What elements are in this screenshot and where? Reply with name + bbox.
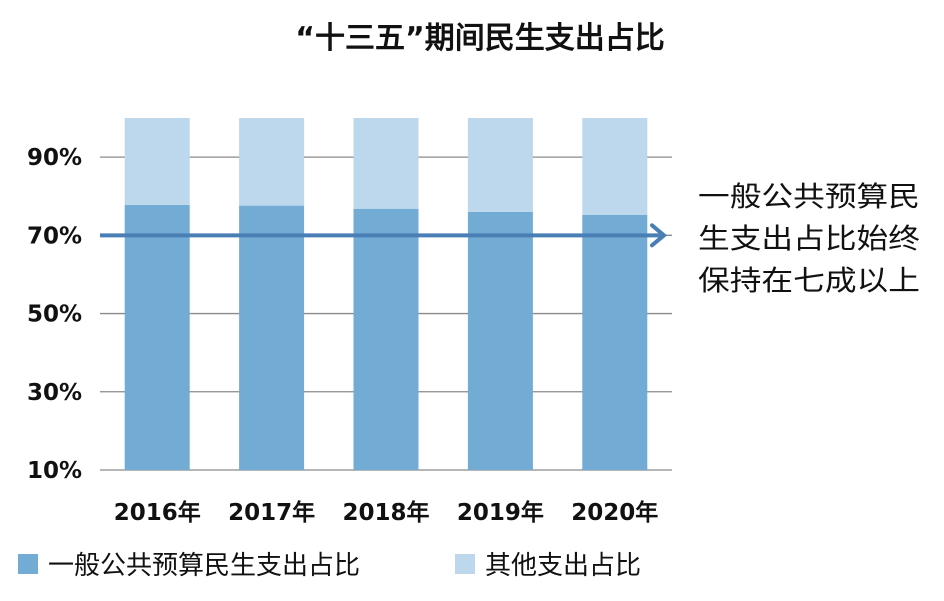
bar-livelihood-3 bbox=[467, 211, 533, 470]
x-axis-ticks: 2016年 2017年 2018年 2019年 2020年 bbox=[114, 499, 659, 526]
bar-other-2 bbox=[353, 118, 419, 209]
legend-label-0: 一般公共预算民生支出占比 bbox=[48, 551, 360, 581]
legend-label-1: 其他支出占比 bbox=[485, 551, 641, 581]
y-tick-label: 90% bbox=[27, 145, 82, 171]
bar-livelihood-4 bbox=[582, 214, 648, 470]
y-tick-label: 10% bbox=[27, 458, 82, 484]
y-tick-label: 70% bbox=[27, 223, 82, 249]
x-tick-label: 2019年 bbox=[457, 499, 544, 526]
legend: 一般公共预算民生支出占比 其他支出占比 bbox=[18, 551, 641, 581]
annotation-line: 保持在七成以上 bbox=[698, 264, 920, 297]
reference-arrow-head bbox=[650, 223, 668, 248]
bar-other-4 bbox=[582, 118, 648, 215]
bar-livelihood-0 bbox=[124, 204, 190, 470]
bar-other-3 bbox=[467, 118, 533, 212]
x-tick-label: 2020年 bbox=[571, 499, 658, 526]
y-tick-label: 50% bbox=[27, 302, 82, 328]
reference-line-70 bbox=[100, 223, 668, 248]
annotation-line: 一般公共预算民 bbox=[698, 180, 920, 213]
chart-title: “十三五”期间民生支出占比 bbox=[295, 21, 664, 56]
bars bbox=[124, 118, 648, 470]
bar-livelihood-2 bbox=[353, 208, 419, 470]
bar-other-1 bbox=[239, 118, 305, 206]
y-axis-ticks: 10% 30% 50% 70% 90% bbox=[27, 145, 82, 484]
bar-other-0 bbox=[124, 118, 190, 205]
x-tick-label: 2016年 bbox=[114, 499, 201, 526]
annotation-line: 生支出占比始终 bbox=[698, 222, 920, 255]
legend-swatch-1 bbox=[455, 554, 475, 574]
bar-livelihood-1 bbox=[239, 205, 305, 470]
x-tick-label: 2018年 bbox=[342, 499, 429, 526]
y-tick-label: 30% bbox=[27, 380, 82, 406]
legend-swatch-0 bbox=[18, 554, 38, 574]
x-tick-label: 2017年 bbox=[228, 499, 315, 526]
